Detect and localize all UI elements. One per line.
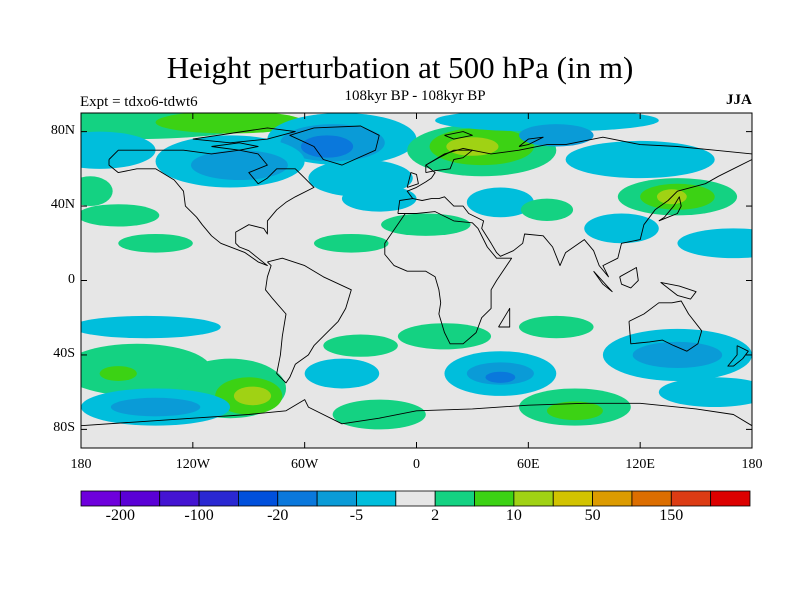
colorbar-swatch <box>670 490 712 507</box>
lon-tick-label: 180 <box>741 457 763 472</box>
contour-region <box>485 371 516 383</box>
contour-region <box>584 213 659 244</box>
contour-region <box>519 315 594 339</box>
experiment-label: Expt = tdxo6-tdwt6 <box>80 94 198 110</box>
coastline <box>81 399 752 427</box>
contour-region <box>397 323 492 350</box>
colorbar-swatch <box>316 490 357 507</box>
lon-tick-label: 60E <box>517 457 540 472</box>
colorbar <box>80 490 751 507</box>
colorbar-label: 50 <box>584 507 601 524</box>
coastlines <box>81 125 752 427</box>
map-plot-area <box>81 113 752 448</box>
contour-region <box>546 401 603 421</box>
lon-tick-label: 60W <box>291 457 319 472</box>
lat-tick-label: 80N <box>50 122 75 138</box>
contour-region <box>81 315 221 339</box>
contour-region <box>658 377 752 408</box>
colorbar-label: 2 <box>431 507 440 524</box>
contour-region <box>565 140 715 179</box>
contour-region <box>632 341 723 368</box>
contour-region <box>233 386 272 406</box>
contour-region <box>520 198 574 221</box>
contour-region <box>677 228 752 259</box>
contour-region <box>81 176 113 207</box>
coastline <box>628 300 703 352</box>
colorbar-swatch <box>238 490 279 507</box>
colorbar-label: -20 <box>267 507 289 524</box>
coastline <box>265 257 352 384</box>
contour-region <box>381 213 471 236</box>
contour-region <box>313 233 389 253</box>
coastline <box>406 172 419 188</box>
coastline <box>518 136 544 147</box>
coastline <box>660 281 697 300</box>
colorbar-label: -100 <box>184 507 214 524</box>
coastline <box>658 196 682 222</box>
coastline <box>211 142 259 151</box>
coastline <box>289 125 380 166</box>
contour-region <box>446 137 499 156</box>
colorbar-swatch <box>552 490 593 507</box>
lon-tick-label: 120W <box>175 457 210 472</box>
coastline <box>425 149 473 174</box>
colorbar-swatch <box>710 490 751 507</box>
colorbar-swatch <box>434 490 475 507</box>
coastline <box>444 131 473 140</box>
colorbar-swatch <box>277 490 318 507</box>
coastline <box>397 136 752 214</box>
plot-subtitle: 108kyr BP - 108kyr BP <box>344 88 486 104</box>
colorbar-label: 150 <box>659 507 684 524</box>
colorbar-swatch <box>395 490 436 507</box>
lon-tick-label: 180 <box>70 457 92 472</box>
colorbar-swatch <box>513 490 554 507</box>
colorbar-label: -5 <box>349 507 364 524</box>
contour-region <box>81 204 160 227</box>
colorbar-swatch <box>592 490 633 507</box>
colorbar-swatch <box>80 490 121 507</box>
lon-tick-label: 120E <box>625 457 655 472</box>
lon-tick-label: 0 <box>413 457 420 472</box>
colorbar-swatch <box>356 490 397 507</box>
colorbar-swatch <box>631 490 672 507</box>
contour-region <box>435 113 659 132</box>
season-label: JJA <box>726 92 752 108</box>
contour-region <box>323 334 398 357</box>
coastline <box>192 127 296 144</box>
contour-region <box>304 358 380 389</box>
lat-tick-label: 40N <box>50 197 75 213</box>
contour-region <box>300 135 354 158</box>
coastline <box>108 149 315 267</box>
colorbar-swatch <box>119 490 161 507</box>
colorbar-label: 10 <box>505 507 522 524</box>
plot-title: Height perturbation at 500 hPa (in m) <box>166 50 634 85</box>
axis-ticks <box>80 113 753 448</box>
contour-region <box>99 366 137 381</box>
colorbar-swatch <box>198 490 239 507</box>
lat-tick-label: 40S <box>53 345 75 361</box>
contour-region <box>519 124 594 147</box>
coastline <box>412 159 752 278</box>
coastline <box>727 345 749 367</box>
contour-region <box>466 187 534 218</box>
colorbar-swatch <box>159 490 200 507</box>
contour-region <box>341 185 417 212</box>
lat-tick-label: 0 <box>68 271 75 287</box>
coastline <box>619 267 639 289</box>
coastline <box>384 211 513 345</box>
contour-region <box>332 399 426 430</box>
contour-region <box>190 150 288 180</box>
contour-region <box>118 233 193 253</box>
coastline <box>593 270 613 293</box>
coastline <box>498 307 511 328</box>
lat-tick-label: 80S <box>53 420 75 436</box>
contour-region <box>110 397 201 417</box>
colorbar-label: -200 <box>105 507 135 524</box>
colorbar-swatch <box>474 490 515 507</box>
